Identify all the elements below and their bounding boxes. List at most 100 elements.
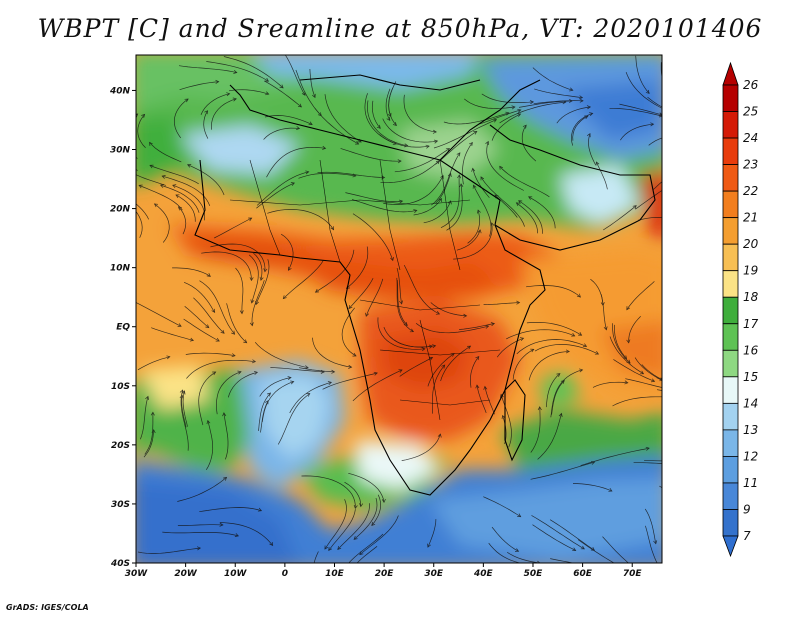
streamline-arrow	[518, 200, 523, 204]
streamline-arrow	[215, 337, 220, 342]
streamline	[285, 55, 306, 96]
streamline	[549, 519, 595, 551]
streamline	[403, 94, 437, 133]
streamline-arrow	[445, 148, 451, 152]
streamline-arrow	[492, 118, 498, 123]
colorbar-label: 20	[743, 237, 759, 251]
streamline-arrow	[664, 87, 667, 91]
streamline-arrow	[653, 540, 658, 545]
streamline-arrow	[212, 371, 217, 376]
streamline	[462, 142, 473, 185]
streamline-arrow	[425, 144, 430, 149]
streamline	[440, 345, 471, 382]
streamline	[435, 131, 477, 165]
streamline	[430, 302, 467, 317]
streamline	[322, 372, 378, 390]
streamline	[530, 406, 541, 453]
streamline	[309, 68, 316, 98]
streamline-arrow	[477, 229, 482, 234]
streamline-arrow	[459, 183, 464, 188]
streamline-arrow	[511, 105, 516, 110]
colorbar-segment	[722, 482, 739, 510]
streamline-arrow	[353, 535, 358, 540]
streamline-arrow	[584, 115, 589, 120]
streamline-arrow	[697, 390, 700, 393]
streamline-arrow	[352, 173, 357, 178]
streamline	[223, 56, 284, 89]
streamline-arrow	[409, 328, 415, 333]
streamline-arrow	[404, 143, 409, 148]
streamline	[137, 356, 170, 371]
streamline	[612, 323, 631, 364]
streamline	[476, 385, 487, 414]
streamline-arrow	[582, 343, 588, 348]
streamline	[383, 175, 444, 205]
streamline-arrow	[529, 100, 535, 105]
streamline-arrow	[296, 126, 301, 131]
streamline	[612, 396, 662, 407]
streamline-arrow	[219, 522, 224, 527]
streamline-arrow	[279, 84, 284, 89]
lon-label: 0	[282, 569, 288, 579]
colorbar-label: 22	[743, 184, 758, 198]
streamline	[484, 386, 495, 415]
colorbar-segment	[722, 243, 739, 272]
streamline-arrow	[501, 414, 506, 420]
streamline	[259, 377, 292, 397]
streamline	[177, 477, 227, 502]
lon-label: 30W	[125, 569, 149, 579]
streamline-arrow	[177, 323, 182, 327]
colorbar-label: 11	[743, 476, 758, 490]
streamline-arrow	[645, 446, 650, 451]
streamline-arrow	[684, 464, 687, 467]
lat-label: EQ	[116, 323, 130, 333]
streamline	[205, 420, 214, 470]
colorbar-segment	[722, 217, 739, 245]
streamline	[175, 194, 196, 222]
streamline-arrow	[516, 300, 521, 305]
streamline-arrow	[376, 124, 381, 129]
streamline-arrow	[161, 175, 166, 179]
streamline	[588, 133, 597, 166]
colorbar-label: 17	[743, 317, 759, 331]
streamline	[203, 110, 209, 139]
streamline-arrow	[485, 324, 490, 329]
streamline	[136, 302, 182, 327]
streamline-arrow	[590, 547, 596, 551]
colorbar: 26 25 24 23 22 21 20 19 18 17 16 15 14 13 12 11 9 7	[722, 61, 759, 558]
colorbar-segment	[722, 429, 739, 457]
streamline	[550, 369, 583, 418]
streamline-arrow	[650, 122, 655, 127]
streamline-arrow	[505, 111, 510, 116]
streamline	[648, 137, 662, 146]
streamline	[317, 171, 385, 178]
streamline	[427, 353, 455, 387]
streamline	[483, 496, 521, 517]
streamline-arrow	[624, 380, 629, 385]
credit-label: GrADS: IGES/COLA	[6, 603, 89, 612]
streamline-arrow	[421, 347, 426, 352]
lat-label: 20N	[110, 205, 131, 215]
streamline-arrow	[586, 133, 591, 138]
streamline	[379, 134, 430, 148]
streamline	[377, 317, 425, 350]
streamline	[298, 172, 356, 179]
streamline	[533, 100, 584, 105]
streamline	[380, 160, 440, 184]
streamline	[397, 280, 408, 326]
streamline-arrow	[304, 365, 309, 370]
streamline	[352, 213, 394, 261]
streamline-arrow	[365, 312, 369, 317]
colorbar-label: 26	[743, 78, 759, 92]
streamline	[248, 254, 259, 303]
streamline	[473, 185, 492, 237]
streamline-arrow	[251, 359, 257, 364]
streamline-arrow	[232, 97, 237, 102]
colorbar-label: 23	[743, 158, 758, 172]
streamline-arrow	[556, 373, 561, 377]
colorbar-segment	[722, 296, 739, 325]
streamline-arrow	[187, 164, 192, 168]
streamline-arrow	[579, 368, 584, 373]
streamline-arrow	[473, 131, 478, 135]
streamline	[352, 369, 403, 402]
